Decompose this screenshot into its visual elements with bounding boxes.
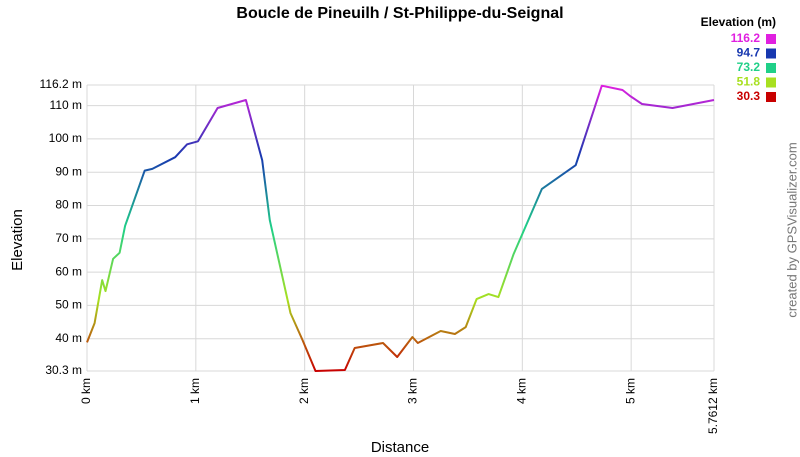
legend-label: 51.8 [737,75,761,89]
legend-swatch [766,77,776,88]
y-tick-label: 116.2 m [40,77,82,91]
x-tick-label: 2 km [297,378,311,404]
legend-label: 30.3 [737,89,761,103]
x-tick-label: 5.7612 km [706,378,720,434]
legend-label: 94.7 [737,46,761,60]
y-tick-label: 60 m [55,264,82,278]
x-tick-label: 1 km [188,378,202,404]
x-tick-label: 5 km [623,378,637,404]
y-axis-label: Elevation [9,209,26,271]
legend-label: 73.2 [737,60,761,74]
credit: created by GPSVisualizer.com [784,142,799,317]
x-tick-label: 4 km [514,378,528,404]
y-tick-label: 40 m [55,331,82,345]
chart-title: Boucle de Pineuilh / St-Philippe-du-Seig… [236,5,563,22]
legend-swatch [766,92,776,102]
y-tick-label: 30.3 m [45,363,82,377]
elevation-line [86,84,715,372]
legend-title: Elevation (m) [701,15,776,29]
y-tick-label: 70 m [55,231,82,245]
y-tick-label: 90 m [55,164,82,178]
x-tick-label: 0 km [79,378,93,404]
y-tick-label: 80 m [55,198,82,212]
legend-label: 116.2 [731,31,761,45]
y-tick-label: 110 m [50,98,82,112]
legend-swatch [766,63,776,73]
legend-swatch [766,34,776,44]
y-tick-label: 50 m [55,298,82,312]
x-axis-label: Distance [371,439,429,456]
y-tick-label: 100 m [49,131,82,145]
legend-swatch [766,48,776,59]
x-tick-label: 3 km [406,378,420,404]
